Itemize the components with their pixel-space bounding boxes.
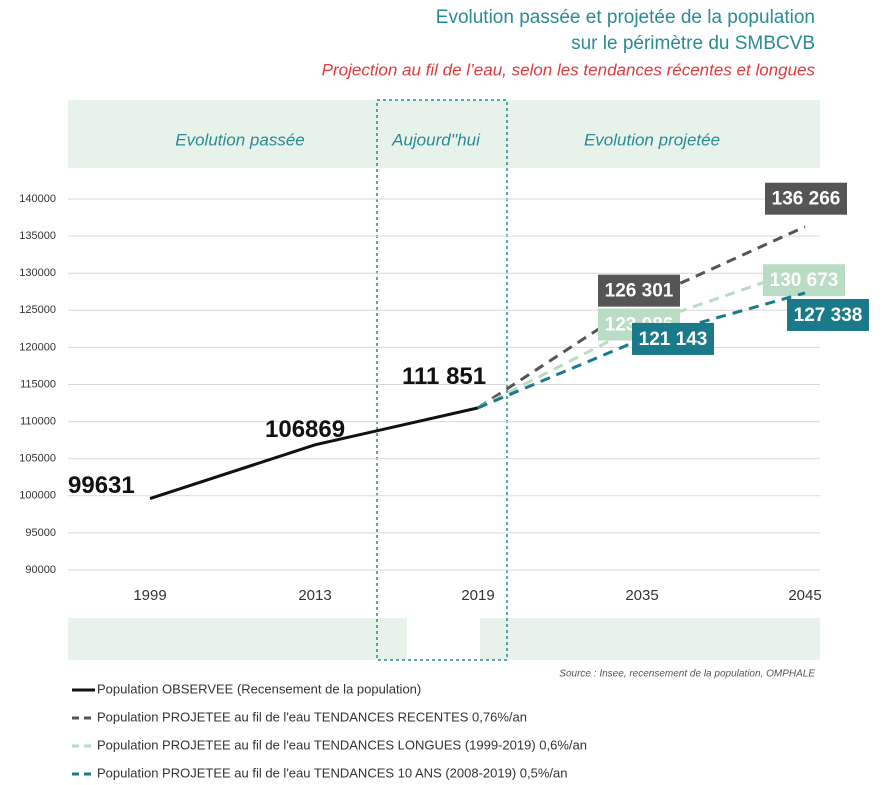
data-label: 99631 xyxy=(68,472,135,499)
x-tick-label: 1999 xyxy=(133,587,166,604)
source: Source : Insee, recensement de la popula… xyxy=(559,669,815,680)
y-tick-label: 90000 xyxy=(25,564,56,576)
y-tick-label: 135000 xyxy=(19,230,56,242)
x-tick-label: 2013 xyxy=(298,587,331,604)
data-label: 121 143 xyxy=(639,329,708,350)
x-tick-label: 2045 xyxy=(788,587,821,604)
legend-label: Population PROJETEE au fil de l'eau TEND… xyxy=(97,737,587,752)
label-bg xyxy=(765,182,847,215)
legend-label: Population PROJETEE au fil de l'eau TEND… xyxy=(97,765,568,780)
label-bg xyxy=(763,264,845,297)
label-bg xyxy=(598,274,680,307)
y-tick-label: 115000 xyxy=(20,378,56,390)
data-label: 126 301 xyxy=(605,281,674,302)
y-tick-label: 130000 xyxy=(19,267,56,279)
y-tick-label: 140000 xyxy=(19,193,56,205)
period-label: Evolution passée xyxy=(175,130,304,149)
y-tick-label: 125000 xyxy=(19,304,56,316)
y-tick-label: 120000 xyxy=(19,341,56,353)
title: sur le périmètre du SMBCVB xyxy=(571,33,815,54)
data-label: 127 338 xyxy=(794,305,863,326)
title: Evolution passée et projetée de la popul… xyxy=(436,7,815,28)
series-line xyxy=(149,406,479,500)
y-tick-label: 95000 xyxy=(25,527,56,539)
x-tick-label: 2035 xyxy=(625,587,658,604)
label-bg xyxy=(787,298,869,331)
legend-label: Population OBSERVEE (Recensement de la p… xyxy=(97,681,421,696)
legend-label: Population PROJETEE au fil de l'eau TEND… xyxy=(97,709,527,724)
subtitle: Projection au fil de l’eau, selon les te… xyxy=(322,60,816,79)
data-label: 136 266 xyxy=(772,189,841,210)
today-box xyxy=(376,99,508,661)
y-tick-label: 100000 xyxy=(19,490,56,502)
bottom-band xyxy=(68,618,407,660)
y-tick-label: 105000 xyxy=(19,453,56,465)
period-label: Evolution projetée xyxy=(584,130,720,149)
period-band xyxy=(68,100,820,168)
data-label: 106869 xyxy=(265,416,345,443)
y-tick-label: 110000 xyxy=(20,416,56,428)
bottom-band xyxy=(480,618,820,660)
x-tick-label: 2019 xyxy=(461,587,494,604)
series-line xyxy=(477,266,806,410)
label-bg xyxy=(632,322,714,355)
data-label: 130 673 xyxy=(770,270,839,291)
period-label: Aujourd''hui xyxy=(391,130,481,149)
data-label: 111 851 xyxy=(402,363,486,390)
